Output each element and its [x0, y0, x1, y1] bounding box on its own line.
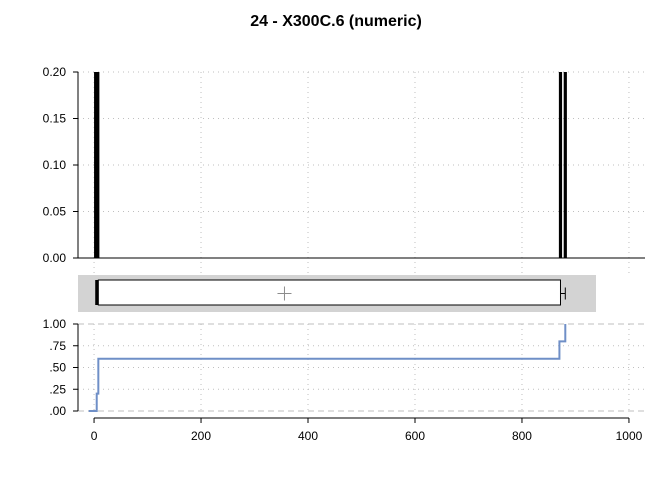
top-y-tick-label: 0.10 [43, 158, 67, 172]
ecdf-y-axis: .00 .25 .50 .75 1.00 [43, 317, 79, 418]
ecdf-gridlines [78, 323, 645, 412]
x-axis: 0 200 400 600 800 1000 [91, 417, 643, 443]
frequency-bars [94, 72, 567, 258]
boxplot-panel [78, 262, 630, 312]
top-y-tick-label: 0.20 [43, 65, 67, 79]
ecdf-y-tick-label: .50 [49, 361, 66, 375]
ecdf-y-tick-label: .00 [49, 404, 66, 418]
top-gridlines [78, 71, 645, 258]
interquartile-box [97, 279, 561, 306]
top-y-tick-label: 0.15 [43, 112, 67, 126]
ecdf-y-tick-label: .25 [49, 382, 66, 396]
x-tick-label: 400 [298, 429, 318, 443]
top-y-tick-label: 0.00 [43, 251, 67, 265]
x-tick-label: 0 [91, 429, 98, 443]
ecdf-series [88, 324, 567, 412]
ecdf-y-tick-label: .75 [49, 339, 66, 353]
top-y-axis: 0.00 0.05 0.10 0.15 0.20 [43, 65, 645, 265]
x-tick-label: 800 [512, 429, 532, 443]
x-tick-label: 600 [405, 429, 425, 443]
x-tick-label: 1000 [616, 429, 643, 443]
ecdf-y-tick-label: 1.00 [43, 317, 67, 331]
chart-title: 24 - X300C.6 (numeric) [250, 13, 422, 30]
ecdf-step-line [88, 324, 567, 412]
top-y-tick-label: 0.05 [43, 205, 67, 219]
x-tick-label: 200 [191, 429, 211, 443]
